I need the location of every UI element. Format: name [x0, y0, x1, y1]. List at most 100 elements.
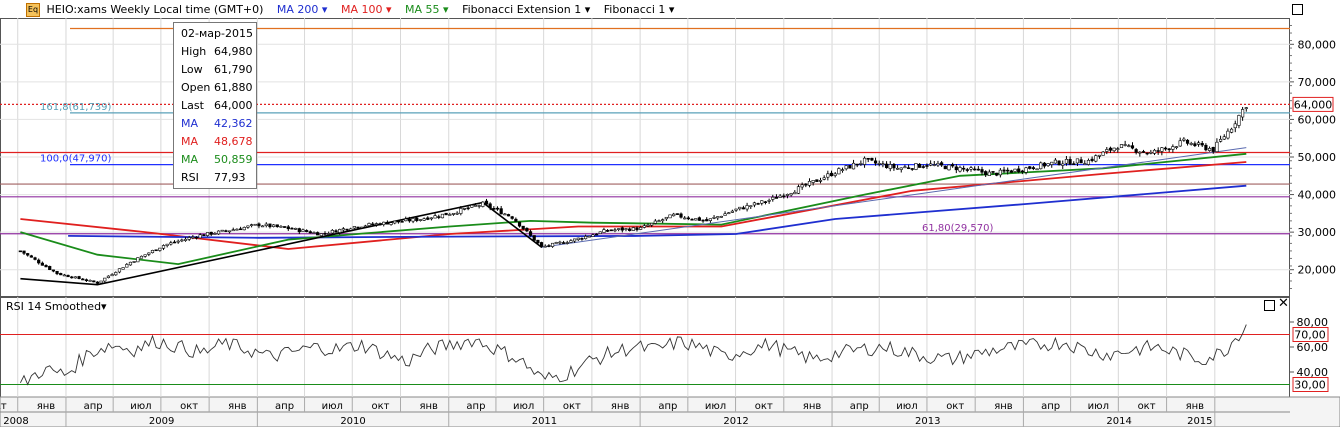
maximize-rsi-pane-icon[interactable]: [1264, 300, 1275, 311]
candle-body: [389, 222, 393, 225]
candle-body: [727, 212, 731, 215]
last-price-label: 64,000: [1294, 98, 1333, 111]
candle-body: [613, 229, 617, 232]
candle-body: [528, 231, 533, 236]
info-label: RSI: [181, 171, 199, 184]
candle-body: [940, 162, 944, 166]
year-label: 2008: [3, 416, 28, 427]
candle-body: [44, 264, 48, 268]
year-label: 2009: [149, 416, 174, 427]
last-price-tag: [1292, 96, 1334, 112]
candle-body: [1193, 143, 1197, 147]
price-axis-label: 40,000: [1298, 189, 1337, 202]
candle-body: [426, 217, 430, 220]
maximize-price-pane-icon[interactable]: [1292, 4, 1303, 15]
candle-body: [859, 163, 863, 165]
candle-body: [374, 223, 378, 225]
candle-body: [851, 162, 856, 170]
candle-body: [51, 269, 55, 272]
candle-body: [517, 221, 522, 227]
candle-body: [1163, 147, 1168, 150]
data-window: 02-мар-2015 High 64,980 Low 61,790 Open 61,88…: [173, 22, 257, 189]
candle-body: [110, 274, 114, 277]
candle-body: [1094, 155, 1098, 162]
candle-body: [356, 226, 360, 229]
candle-body: [316, 232, 320, 236]
rsi-axis-label: 60,00: [1297, 341, 1329, 354]
candle-body: [730, 210, 735, 213]
candle-body: [558, 241, 562, 244]
candle-body: [1086, 160, 1091, 165]
ma55-label[interactable]: MA 55 ▾: [405, 3, 449, 16]
candle-body: [569, 240, 573, 243]
candle-body: [198, 234, 202, 239]
candle-body: [165, 243, 169, 246]
candle-body: [455, 212, 459, 215]
month-label: окт: [755, 401, 773, 412]
candle-body: [37, 259, 41, 264]
candle-body: [929, 163, 933, 166]
eq-icon[interactable]: Eq: [26, 3, 40, 17]
candle-body: [99, 280, 103, 284]
candle-body: [884, 163, 889, 169]
fib-extension-label[interactable]: Fibonacci Extension 1 ▾: [462, 3, 591, 16]
price-axis-label: 80,000: [1298, 38, 1337, 51]
candle-body: [385, 221, 389, 225]
candle-body: [1050, 161, 1054, 165]
candle-body: [1006, 169, 1010, 172]
candle-body: [973, 168, 977, 171]
candle-body: [62, 274, 66, 277]
ma100-label[interactable]: MA 100 ▾: [340, 3, 392, 16]
candle-body: [330, 230, 334, 234]
ma200-label[interactable]: MA 200 ▾: [276, 3, 328, 16]
rsi-pane-frame: [0, 297, 1290, 398]
month-label: янв: [228, 401, 247, 412]
candle-body: [249, 224, 254, 226]
candle-body: [150, 250, 155, 254]
info-label: High: [181, 45, 207, 58]
candle-body: [1042, 162, 1046, 167]
candle-body: [903, 166, 907, 169]
candle-body: [418, 219, 423, 221]
candle-body: [587, 235, 591, 238]
candle-body: [444, 212, 448, 216]
candle-body: [433, 215, 437, 219]
year-label: 2014: [1106, 416, 1131, 427]
candle-body: [1141, 151, 1146, 153]
candle-body: [1119, 144, 1124, 149]
candle-body: [1024, 167, 1028, 173]
candle-body: [1211, 146, 1215, 152]
candle-body: [1244, 107, 1248, 109]
candle-body: [1233, 123, 1237, 129]
candle-body: [136, 257, 140, 263]
fibonacci-label[interactable]: Fibonacci 1 ▾: [603, 3, 675, 16]
candle-body: [668, 214, 672, 219]
candle-body: [514, 218, 518, 222]
candle-body: [323, 233, 327, 235]
candle-body: [995, 172, 999, 176]
candle-body: [881, 163, 885, 165]
year-label: 2011: [532, 416, 557, 427]
candle-body: [1061, 163, 1065, 166]
candle-body: [286, 226, 290, 230]
candle-body: [756, 203, 760, 205]
info-row: RSI 77,93: [181, 169, 256, 187]
candle-body: [470, 204, 474, 208]
candle-body: [738, 206, 742, 210]
candle-body: [683, 217, 687, 220]
candle-body: [283, 226, 287, 228]
candle-body: [767, 199, 771, 202]
candle-body: [1167, 148, 1171, 151]
candle-body: [576, 237, 580, 241]
month-label: июл: [130, 401, 151, 412]
candle-body: [833, 173, 837, 176]
candle-body: [1035, 168, 1039, 171]
month-label: апр: [658, 401, 677, 412]
candle-body: [998, 169, 1002, 176]
close-rsi-pane-icon[interactable]: ✕: [1278, 296, 1289, 311]
symbol-label[interactable]: HEIO:xams Weekly Local time (GMT+0): [46, 3, 264, 16]
candle-body: [943, 165, 947, 170]
candle-body: [1237, 115, 1241, 126]
candle-body: [598, 231, 602, 234]
info-value: 50,859: [214, 153, 253, 166]
